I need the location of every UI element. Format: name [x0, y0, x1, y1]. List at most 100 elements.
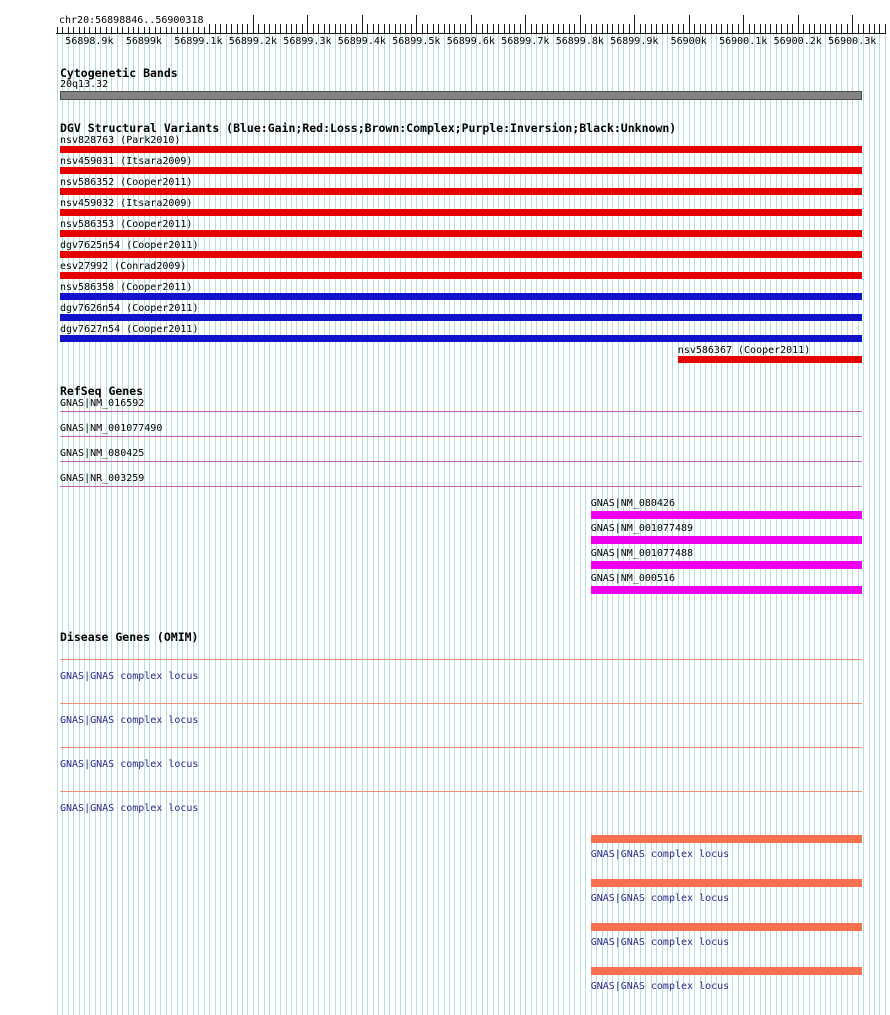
- omim-feature[interactable]: [60, 703, 862, 704]
- dgv-feature-label: nsv586352 (Cooper2011): [60, 177, 193, 188]
- grid-line: [846, 34, 848, 1015]
- ruler-minor-tick: [122, 24, 124, 34]
- ruler-minor-tick: [350, 24, 352, 34]
- refseq-feature-label: GNAS|NM_080426: [590, 498, 675, 509]
- ruler-minor-tick: [748, 24, 750, 34]
- dgv-feature[interactable]: [60, 314, 862, 321]
- grid-line: [340, 34, 342, 1015]
- grid-line: [301, 34, 303, 1015]
- grid-line: [715, 34, 717, 1015]
- refseq-feature[interactable]: [60, 411, 862, 412]
- ruler-minor-tick: [808, 24, 810, 34]
- refseq-feature[interactable]: [60, 486, 862, 487]
- ruler-minor-tick: [568, 24, 570, 34]
- grid-line: [312, 34, 314, 1015]
- ruler-minor-tick: [803, 24, 805, 34]
- ruler-tick-label: 56900.3k: [828, 36, 877, 47]
- ruler-minor-tick: [263, 24, 265, 34]
- ruler-minor-tick: [541, 24, 543, 34]
- ruler-minor-tick: [383, 24, 385, 34]
- omim-feature[interactable]: [590, 835, 862, 843]
- grid-line: [835, 34, 837, 1015]
- dgv-feature[interactable]: [60, 272, 862, 279]
- grid-line: [389, 34, 391, 1015]
- ruler-minor-tick: [105, 24, 107, 34]
- ruler-minor-tick: [214, 24, 216, 34]
- grid-line: [748, 34, 750, 1015]
- grid-line: [372, 34, 374, 1015]
- ruler-minor-tick: [187, 24, 189, 34]
- grid-line: [133, 34, 134, 1015]
- ruler-tick-label: 56900.2k: [773, 36, 822, 47]
- grid-line: [416, 34, 418, 1015]
- omim-feature[interactable]: [590, 967, 862, 975]
- dgv-feature[interactable]: [60, 335, 862, 342]
- ruler-minor-tick: [165, 24, 167, 34]
- grid-line: [165, 34, 167, 1015]
- grid-line: [519, 34, 521, 1015]
- dgv-feature[interactable]: [677, 356, 862, 363]
- ruler-minor-tick: [726, 24, 728, 34]
- grid-line: [536, 34, 538, 1015]
- dgv-feature[interactable]: [60, 167, 862, 174]
- cytobands-feature[interactable]: [60, 91, 862, 100]
- refseq-feature[interactable]: [590, 561, 862, 569]
- grid-line: [187, 34, 189, 1015]
- ruler-minor-tick: [78, 24, 80, 34]
- omim-feature[interactable]: [590, 879, 862, 887]
- dgv-feature[interactable]: [60, 293, 862, 300]
- refseq-feature[interactable]: [60, 461, 862, 462]
- ruler-major-tick: [470, 15, 472, 34]
- omim-feature-label: GNAS|GNAS complex locus: [590, 893, 730, 904]
- ruler-minor-tick: [596, 24, 598, 34]
- ruler-minor-tick: [410, 24, 412, 34]
- track-title-dgv: DGV Structural Variants (Blue:Gain;Red:L…: [60, 121, 677, 135]
- grid-line: [726, 34, 728, 1015]
- refseq-feature[interactable]: [590, 511, 862, 519]
- grid-line: [83, 34, 85, 1015]
- grid-line: [694, 34, 696, 1015]
- ruler-minor-tick: [258, 24, 260, 34]
- grid-line: [530, 34, 532, 1015]
- dgv-feature[interactable]: [60, 251, 862, 258]
- refseq-feature[interactable]: [60, 436, 862, 437]
- ruler-minor-tick: [432, 24, 434, 34]
- grid-line: [492, 34, 494, 1015]
- ruler-tick-label: 56899.3k: [283, 36, 332, 47]
- ruler-minor-tick: [225, 24, 227, 34]
- ruler-minor-tick: [312, 24, 314, 34]
- grid-line: [105, 34, 107, 1015]
- ruler-minor-tick: [601, 24, 603, 34]
- refseq-feature[interactable]: [590, 586, 862, 594]
- ruler-minor-tick: [781, 24, 783, 34]
- omim-feature[interactable]: [60, 791, 862, 792]
- ruler-minor-tick: [459, 24, 461, 34]
- omim-feature[interactable]: [60, 659, 862, 660]
- dgv-feature[interactable]: [60, 209, 862, 216]
- omim-feature[interactable]: [60, 747, 862, 748]
- omim-feature[interactable]: [590, 923, 862, 931]
- ruler-minor-tick: [427, 24, 429, 34]
- ruler-minor-tick: [868, 24, 870, 34]
- grid-line: [650, 34, 652, 1015]
- ruler-minor-tick: [841, 24, 843, 34]
- grid-line: [574, 34, 576, 1015]
- grid-line: [830, 34, 832, 1015]
- grid-line: [138, 34, 140, 1015]
- ruler-minor-tick: [792, 24, 794, 34]
- ruler-minor-tick: [530, 24, 532, 34]
- dgv-feature[interactable]: [60, 146, 862, 153]
- refseq-feature-label: GNAS|NM_016592: [60, 398, 145, 409]
- ruler-minor-tick: [552, 24, 554, 34]
- ruler-minor-tick: [710, 24, 712, 34]
- grid-line: [410, 34, 412, 1015]
- grid-line: [263, 34, 265, 1015]
- ruler-minor-tick: [438, 24, 440, 34]
- dgv-feature[interactable]: [60, 230, 862, 237]
- refseq-feature[interactable]: [590, 536, 862, 544]
- ruler-minor-tick: [715, 24, 717, 34]
- dgv-feature-label: dgv7627n54 (Cooper2011): [60, 324, 199, 335]
- grid-line: [563, 34, 565, 1015]
- grid-line: [775, 34, 777, 1015]
- dgv-feature[interactable]: [60, 188, 862, 195]
